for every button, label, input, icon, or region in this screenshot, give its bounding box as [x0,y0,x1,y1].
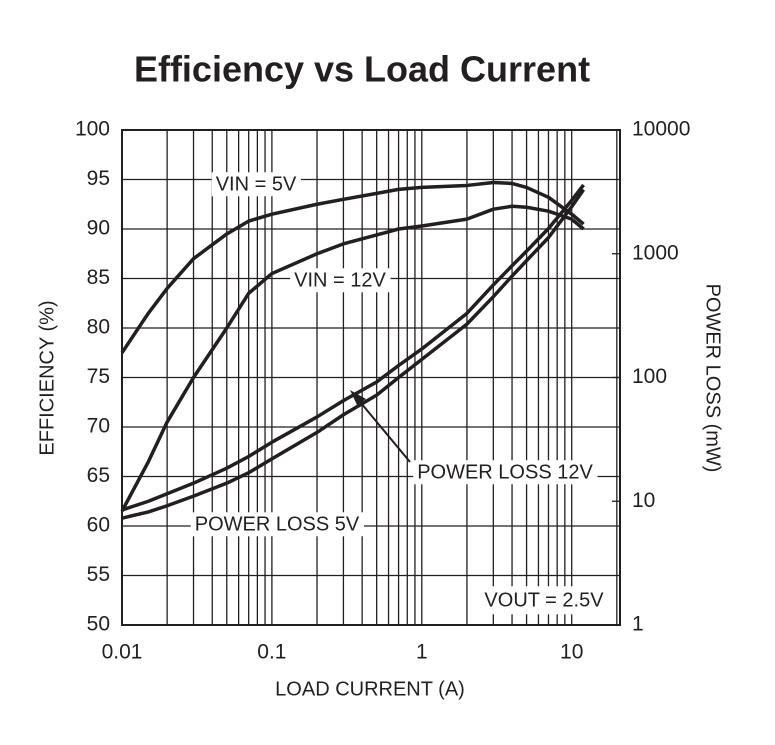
series-label: POWER LOSS 5V [195,513,360,535]
y-tick-label: 95 [87,167,110,190]
y2-tick-label: 1 [632,613,644,636]
series-label: VIN = 12V [294,269,386,291]
y-tick-label: 75 [87,365,110,388]
y-tick-label: 65 [87,464,110,487]
x-tick-label: 10 [560,641,583,664]
label-arrow [355,396,411,463]
plot-frame [121,129,621,626]
series-label: VIN = 5V [216,173,297,195]
label-bg [290,268,391,293]
y-tick-label: 80 [87,316,110,339]
series-line [121,188,586,520]
y2-tick-label: 1000 [632,241,679,264]
series-line [120,204,585,512]
annotation: VOUT = 2.5V [484,589,604,611]
y-tick-label: 60 [87,514,110,537]
label-bg [190,512,364,537]
y2-tick-label: 100 [632,365,667,388]
x-tick-label: 1 [416,641,428,664]
annotation-bg [478,586,611,615]
y-tick-label: 85 [87,266,110,289]
series-label: POWER LOSS 12V [417,461,593,483]
x-tick-label: 0.01 [102,641,143,664]
y-tick-label: 50 [87,613,110,636]
x-tick-label: 0.1 [257,641,286,664]
y2-tick-label: 10 [632,489,655,512]
y-tick-label: 70 [87,415,110,438]
y-axis-label: EFFICIENCY (%) [36,300,58,455]
series-line [120,180,585,354]
x-axis-label: LOAD CURRENT (A) [275,678,465,700]
y2-axis-label: POWER LOSS (mW) [702,284,724,473]
y-tick-label: 90 [87,217,110,240]
label-bg [211,172,301,197]
y-tick-label: 100 [75,118,110,141]
label-bg [413,460,598,485]
y2-tick-label: 10000 [632,118,690,141]
series-line [121,183,585,512]
y-tick-label: 55 [87,563,110,586]
arrow-head [350,390,366,405]
chart-title: Efficiency vs Load Current [134,49,590,90]
